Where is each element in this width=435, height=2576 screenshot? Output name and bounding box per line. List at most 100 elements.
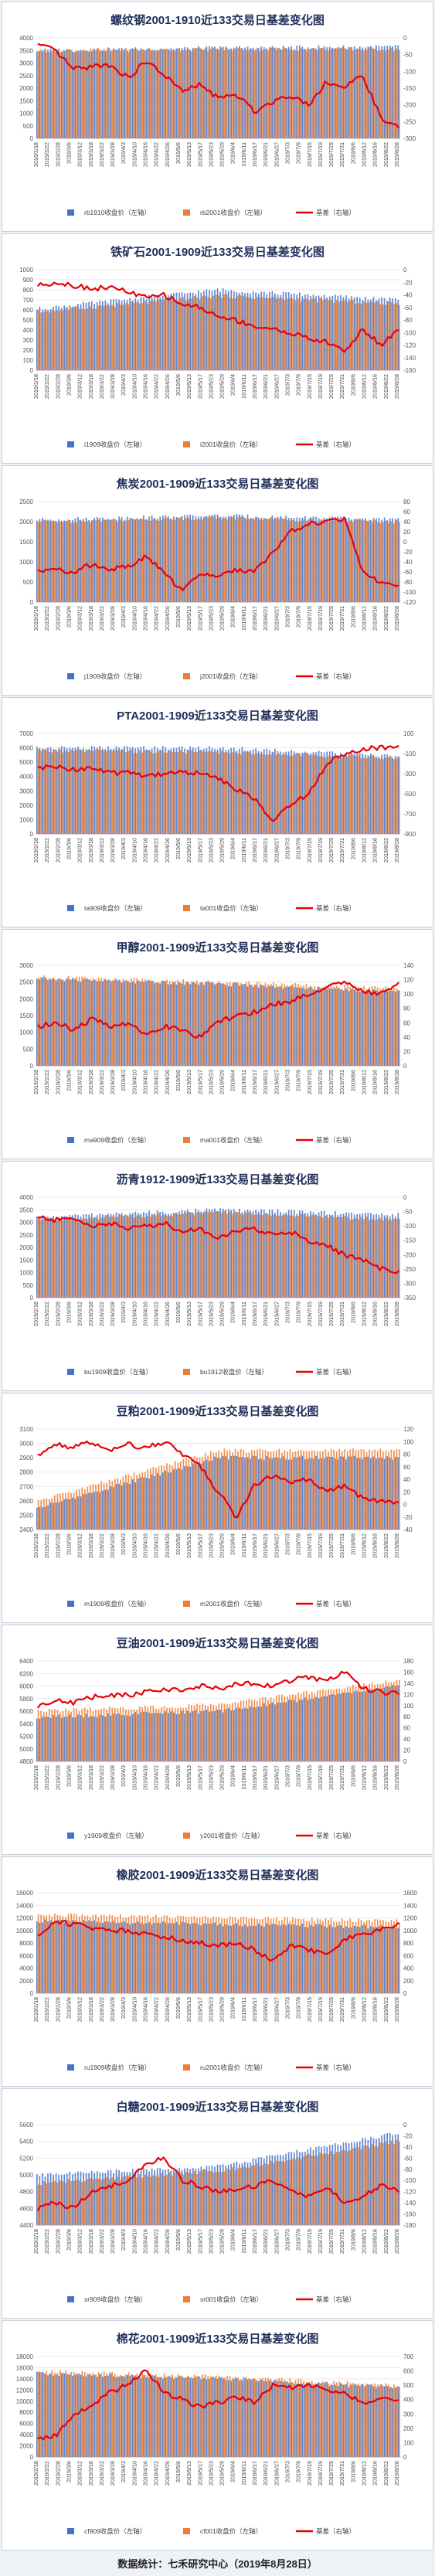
bar-mark [99,300,101,370]
bar-mark [147,2374,149,2457]
x-tick-label: 2019/4/3 [120,1765,127,1787]
bar-mark [335,1211,336,1298]
bar-mark [216,983,219,1066]
bar-mark [145,1923,148,1993]
bar-mark [388,301,389,370]
bar-mark [138,1213,139,1298]
bar-mark [389,1216,391,1298]
bar-mark [110,299,112,370]
bar-mark [202,1703,203,1761]
bar-mark [83,976,86,1066]
x-tick-label: 2019/8/28 [393,142,400,167]
bar-mark [370,1689,372,1761]
bar-mark [226,294,228,370]
bar-mark [120,2179,121,2225]
bar-mark [385,1680,387,1761]
bar-mark [340,1213,342,1298]
bar-mark [349,986,352,1066]
bar-mark [72,1920,73,1993]
bar-mark [273,519,275,602]
bar-mark [310,2384,311,2457]
bar-mark [275,49,277,138]
bar-mark [154,746,155,834]
bar-mark [170,1711,172,1761]
bar-mark [53,307,54,370]
bar-mark [335,1921,338,1993]
bar-mark [326,1214,328,1298]
bar-mark [342,1928,345,1993]
bar-mark [209,1451,212,1530]
bar-mark [90,522,91,602]
x-tick-label: 2019/7/15 [306,1070,313,1094]
bar-mark [381,519,382,602]
bar-mark [363,1683,365,1761]
bar-mark [106,519,107,602]
bar-mark [328,2385,331,2457]
bar-mark [365,758,368,834]
bar-mark [312,1212,314,1298]
bar-mark [267,984,269,1066]
x-tick-label: 2019/8/6 [349,1070,356,1091]
x-tick-label: 2019/3/22 [98,2461,105,2486]
bar-mark [215,2172,217,2225]
bar-mark [126,746,128,834]
bar-mark [234,1211,236,1298]
y-right-tick-label: -900 [403,831,416,838]
bar-mark [85,1493,87,1530]
bar-mark [273,1451,275,1530]
bar-mark [202,2169,203,2225]
bar-mark [388,2144,389,2225]
bar-mark [278,1694,280,1761]
y-right-tick-label: -200 [403,102,416,109]
bar-mark [144,2374,146,2457]
bar-mark [175,1469,178,1530]
bar-mark [93,1217,96,1298]
bar-mark [167,295,169,370]
bar-mark [255,1707,257,1761]
bar-mark [189,49,191,138]
bar-mark [379,758,382,834]
x-tick-label: 2019/7/15 [306,606,313,631]
bar-mark [218,1450,220,1530]
y-right-tick-label: 0 [403,2122,407,2129]
legend-label: 基差（右轴） [316,1832,355,1839]
bar-mark [266,2156,268,2225]
bar-mark [207,1212,209,1298]
bar-mark [62,310,64,370]
x-tick-label: 2019/8/12 [361,1533,368,1558]
bar-mark [80,749,82,834]
bar-mark [209,746,210,834]
bar-mark [207,297,209,370]
bar-mark [376,1213,377,1298]
bar-mark [193,982,195,1066]
bar-mark [85,1921,87,1993]
bar-mark [318,295,320,370]
bar-mark [328,2145,331,2225]
bar-mark [230,1925,233,1993]
legend-label: 基差（右轴） [316,2527,355,2535]
bar-mark [188,2173,190,2225]
bar-mark [113,1487,114,1530]
bar-mark [121,1213,123,1298]
bar-mark [305,984,308,1066]
bar-mark [200,49,202,139]
bar-mark [221,2376,223,2457]
bar-mark [147,1468,149,1530]
bar-mark [124,519,126,602]
bar-mark [287,1451,288,1530]
bar-mark [200,1711,202,1761]
bar-mark [58,1502,60,1530]
legend-swatch-bar [183,1832,190,1839]
bar-mark [113,1921,114,1993]
bar-mark [192,515,194,602]
x-tick-label: 2019/7/31 [338,2229,345,2254]
bar-mark [197,985,199,1066]
bar-mark [120,1479,121,1530]
legend-swatch-bar [67,1369,74,1375]
x-tick-label: 2019/2/18 [32,606,39,631]
bar-mark [287,1696,288,1761]
x-tick-label: 2019/8/6 [349,1302,356,1323]
y-left-tick-label: 4000 [19,2431,33,2438]
bar-mark [106,1482,107,1530]
bar-mark [216,48,219,138]
